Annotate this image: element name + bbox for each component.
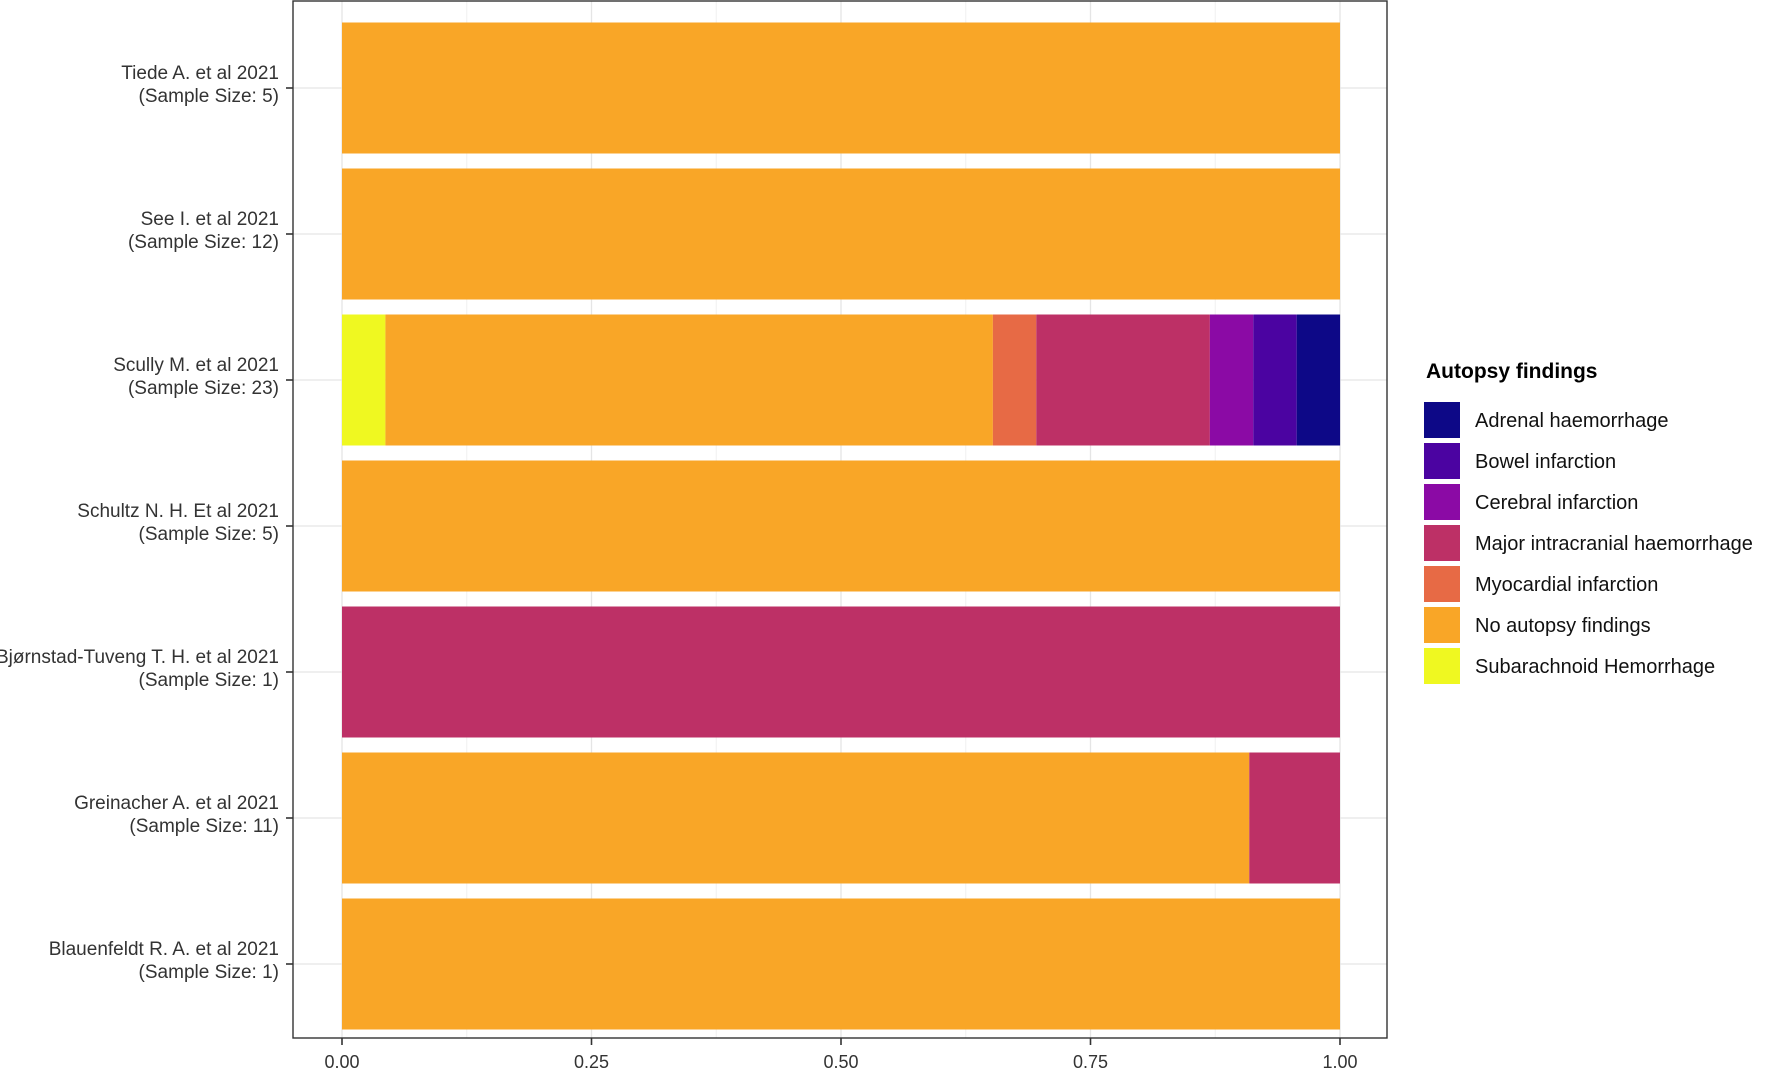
legend-label: Myocardial infarction — [1475, 574, 1658, 596]
legend-label: Bowel infarction — [1475, 451, 1616, 473]
bar-segment — [342, 606, 1340, 738]
bars — [342, 22, 1341, 1030]
legend-label: No autopsy findings — [1475, 615, 1651, 637]
bar-segment — [342, 314, 386, 446]
legend-title: Autopsy findings — [1426, 360, 1598, 383]
bar-segment — [1209, 314, 1254, 446]
legend-label: Adrenal haemorrhage — [1475, 410, 1668, 432]
legend-key — [1424, 525, 1460, 561]
legend-label: Subarachnoid Hemorrhage — [1475, 656, 1715, 678]
category-label: Scully M. et al 2021 — [113, 355, 279, 376]
bar-segment — [1296, 314, 1341, 446]
category-label: Schultz N. H. Et al 2021 — [77, 501, 279, 522]
bar-segment — [342, 22, 1340, 154]
legend-key — [1424, 607, 1460, 643]
category-label: Tiede A. et al 2021 — [121, 63, 279, 84]
category-sample-size: (Sample Size: 12) — [128, 232, 279, 253]
x-tick-label: 0.25 — [574, 1052, 609, 1072]
x-tick-label: 1.00 — [1322, 1052, 1357, 1072]
legend: Autopsy findings Adrenal haemorrhage Bowe… — [1424, 360, 1753, 684]
y-axis: Tiede A. et al 2021(Sample Size: 5)See I… — [0, 63, 293, 983]
bar-segment — [992, 314, 1037, 446]
legend-key — [1424, 648, 1460, 684]
bar-segment — [1253, 314, 1297, 446]
plot-panel-border — [292, 0, 1388, 1039]
bar-segment — [1249, 752, 1340, 884]
x-tick-label: 0.00 — [324, 1052, 359, 1072]
category-sample-size: (Sample Size: 23) — [128, 378, 279, 399]
bar-segment — [1036, 314, 1210, 446]
legend-key — [1424, 402, 1460, 438]
category-sample-size: (Sample Size: 5) — [139, 86, 279, 107]
category-label: Greinacher A. et al 2021 — [74, 793, 279, 814]
bar-segment — [342, 752, 1250, 884]
bar-segment — [342, 168, 1340, 300]
x-axis: 0.00 0.25 0.50 0.75 1.00 — [324, 1038, 1358, 1072]
legend-key — [1424, 484, 1460, 520]
x-tick-label: 0.75 — [1073, 1052, 1108, 1072]
bar-segment — [342, 460, 1340, 592]
legend-key — [1424, 443, 1460, 479]
category-sample-size: (Sample Size: 1) — [139, 962, 279, 983]
legend-label: Cerebral infarction — [1475, 492, 1638, 514]
bar-segment — [385, 314, 993, 446]
x-tick-label: 0.50 — [823, 1052, 858, 1072]
category-label: Blauenfeldt R. A. et al 2021 — [49, 939, 279, 960]
legend-key — [1424, 566, 1460, 602]
category-label: See I. et al 2021 — [141, 209, 279, 230]
category-sample-size: (Sample Size: 5) — [139, 524, 279, 545]
category-sample-size: (Sample Size: 1) — [139, 670, 279, 691]
legend-label: Major intracranial haemorrhage — [1475, 533, 1753, 555]
category-label: Bjørnstad-Tuveng T. H. et al 2021 — [0, 647, 279, 668]
bar-segment — [342, 898, 1340, 1030]
category-sample-size: (Sample Size: 11) — [129, 816, 279, 837]
